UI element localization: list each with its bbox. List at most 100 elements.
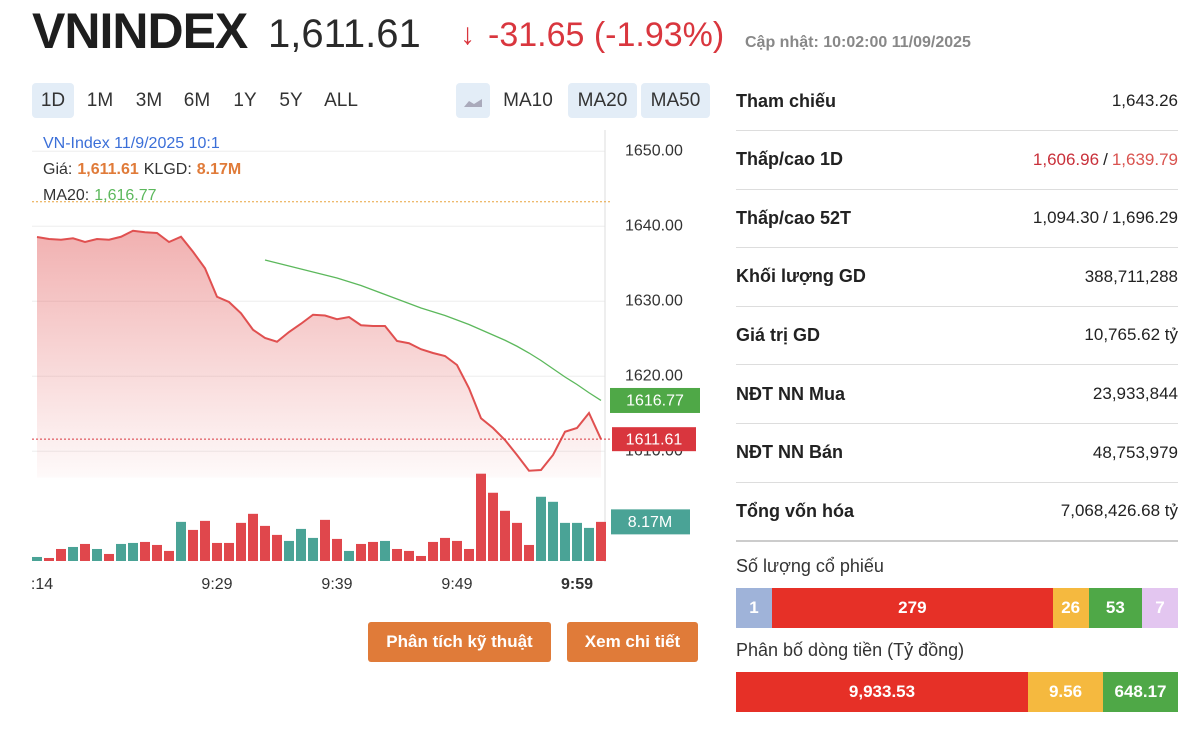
volume-bar [596, 521, 606, 561]
range-tab[interactable]: 1M [86, 90, 114, 111]
volume-bar [56, 548, 66, 561]
cash-flow-bar: 9,933.53 9.56 648.17 [736, 672, 1178, 712]
value: 1,094.30 [1032, 208, 1100, 228]
volume-bar [164, 550, 174, 561]
stat-value: 7,068,426.68 tỷ [1061, 501, 1178, 521]
share-segment: 279 [772, 588, 1053, 628]
stat-label: Tổng vốn hóa [736, 500, 854, 521]
volume-bar [536, 496, 546, 561]
range-tab[interactable]: 5Y [279, 90, 303, 111]
volume-bar [140, 541, 150, 561]
volume-bar [332, 538, 342, 561]
cash-segment: 648.17 [1103, 672, 1178, 712]
volume-bar [584, 527, 594, 561]
price-value: 1,611.61 [77, 161, 139, 178]
volume-value: 8.17M [197, 161, 241, 178]
volume-bar [320, 519, 330, 561]
volume-bar [344, 550, 354, 561]
y-tick-label: 1640.00 [625, 217, 683, 234]
cash-flow-title: Phân bố dòng tiền (Tỷ đồng) [736, 640, 965, 660]
chart-style-button[interactable] [456, 83, 490, 118]
stat-row: Tổng vốn hóa 7,068,426.68 tỷ [736, 482, 1178, 543]
action-button[interactable]: Phân tích kỹ thuật [368, 622, 551, 662]
volume-bar [152, 544, 162, 561]
share-segment: 26 [1052, 588, 1089, 628]
value: 1,696.29 [1111, 208, 1178, 228]
x-tick-label: 9:59 [561, 576, 593, 593]
volume-bar [272, 534, 282, 561]
index-price: 1,611.61 [268, 12, 421, 56]
x-tick-label: 9:49 [441, 576, 472, 593]
icon [464, 99, 482, 107]
tooltip-title: VN-Index 11/9/2025 10:1 [43, 135, 220, 152]
value: 7,068,426.68 tỷ [1060, 501, 1178, 521]
stat-row: Thấp/cao 52T 1,094.30/1,696.29 [736, 189, 1178, 249]
volume-bar [476, 473, 486, 561]
y-tick-label: 1650.00 [625, 142, 683, 159]
share-segment: 53 [1088, 588, 1142, 628]
cash-segment: 9.56 [1028, 672, 1103, 712]
volume-bar [188, 529, 198, 561]
price-area [37, 230, 601, 478]
range-tab[interactable]: 1Y [233, 90, 257, 111]
change-pct: (-1.93%) [593, 16, 725, 54]
volume-bar [572, 522, 582, 561]
stat-value: 388,711,288 [1085, 267, 1178, 287]
volume-bar [116, 543, 126, 561]
stat-value: 1,094.30/1,696.29 [1033, 208, 1178, 228]
ma-value: 1,616.77 [94, 187, 156, 204]
range-tab[interactable]: 6M [183, 90, 211, 111]
volume-bar [32, 556, 42, 561]
volume-bar [224, 542, 234, 561]
volume-bar [176, 521, 186, 561]
indicator-tab[interactable]: MA50 [641, 83, 710, 118]
action-button[interactable]: Xem chi tiết [567, 622, 698, 662]
price-badge-label: 1611.61 [626, 431, 683, 448]
volume-bar [356, 543, 366, 561]
indicator-tab[interactable]: MA10 [503, 90, 553, 111]
stat-row: Tham chiếu 1,643.26 [736, 72, 1178, 131]
volume-bar [464, 548, 474, 561]
stat-label: Thấp/cao 52T [736, 207, 852, 228]
ma20-line [264, 259, 602, 402]
index-title: VNINDEX [32, 3, 248, 59]
y-tick-label: 1630.00 [625, 292, 683, 309]
stat-label: Tham chiếu [736, 90, 837, 111]
volume-bar [428, 541, 438, 561]
volume-badge-label: 8.17M [628, 514, 672, 531]
volume-bar [548, 501, 558, 561]
stat-row: Khối lượng GD 388,711,288 [736, 248, 1178, 307]
change: -31.65 [488, 16, 585, 54]
volume-bar [68, 546, 78, 561]
stat-label: Khối lượng GD [736, 266, 866, 287]
volume-bar [128, 542, 138, 561]
tooltip-ma: MA20: 1,616.77 [43, 187, 157, 204]
volume-bar [488, 492, 498, 561]
share-segment: 1 [736, 588, 772, 628]
cash-segment: 9,933.53 [736, 672, 1028, 712]
volume-bar [392, 548, 402, 561]
volume-bar [308, 537, 318, 561]
price-line [36, 229, 602, 472]
volume-bar [404, 550, 414, 561]
x-tick-label: 9:39 [321, 576, 352, 593]
indicator-tab[interactable]: MA20 [568, 83, 637, 118]
range-tab[interactable]: ALL [324, 90, 358, 111]
tooltip-price: Giá: 1,611.61 KLGD: 8.17M [43, 161, 241, 178]
stat-row: NĐT NN Bán 48,753,979 [736, 424, 1178, 483]
range-tab[interactable]: 1D [32, 83, 74, 118]
ma-label: MA20: [43, 187, 89, 204]
volume-bar [380, 540, 390, 561]
stat-value: 23,933,844 [1093, 384, 1178, 404]
volume-bar [296, 528, 306, 561]
value: 48,753,979 [1092, 442, 1178, 462]
share-count-bar: 1 279 26 53 7 [736, 588, 1178, 628]
stat-label: Giá trị GD [736, 324, 821, 345]
price-badge [612, 427, 696, 452]
index-change: -31.65 (-1.93%) [488, 16, 724, 55]
range-tab[interactable]: 3M [135, 90, 163, 111]
volume-bar [80, 543, 90, 561]
down-arrow: ↓ [460, 18, 475, 51]
stat-label: Thấp/cao 1D [736, 149, 844, 170]
volume-bar [200, 520, 210, 561]
